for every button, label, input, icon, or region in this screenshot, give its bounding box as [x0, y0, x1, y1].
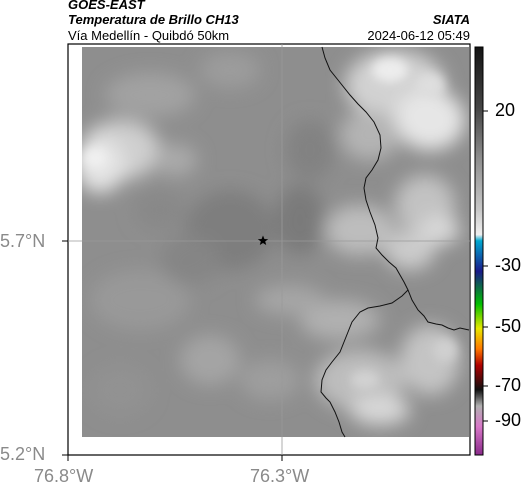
- department-boundary-north: [321, 46, 470, 331]
- satellite-label: GOES-EAST: [68, 0, 145, 12]
- product-title: Temperatura de Brillo CH13: [68, 12, 239, 27]
- lat-tick-label: 5.7°N: [0, 231, 46, 251]
- colorbar-label: -30: [495, 255, 522, 275]
- colorbar: [474, 46, 484, 456]
- department-boundary-south: [320, 289, 409, 438]
- lat-tick-label: 5.2°N: [0, 444, 46, 464]
- lon-tick-label: 76.3°W: [250, 466, 310, 486]
- colorbar-label: -50: [495, 316, 522, 336]
- colorbar-label: -90: [495, 410, 522, 430]
- colorbar-label: 20: [495, 100, 516, 120]
- colorbar-label: -70: [495, 375, 522, 395]
- datetime-label: 2024-06-12 05:49: [367, 28, 470, 43]
- cloud-detail: [83, 58, 457, 390]
- route-label: Vía Medellín - Quibdó 50km: [68, 28, 230, 43]
- institution-label: SIATA: [432, 12, 470, 27]
- lon-tick-label: 76.8°W: [34, 466, 94, 486]
- star-marker-icon: [257, 235, 269, 245]
- brightness-temperature-field: [82, 47, 469, 437]
